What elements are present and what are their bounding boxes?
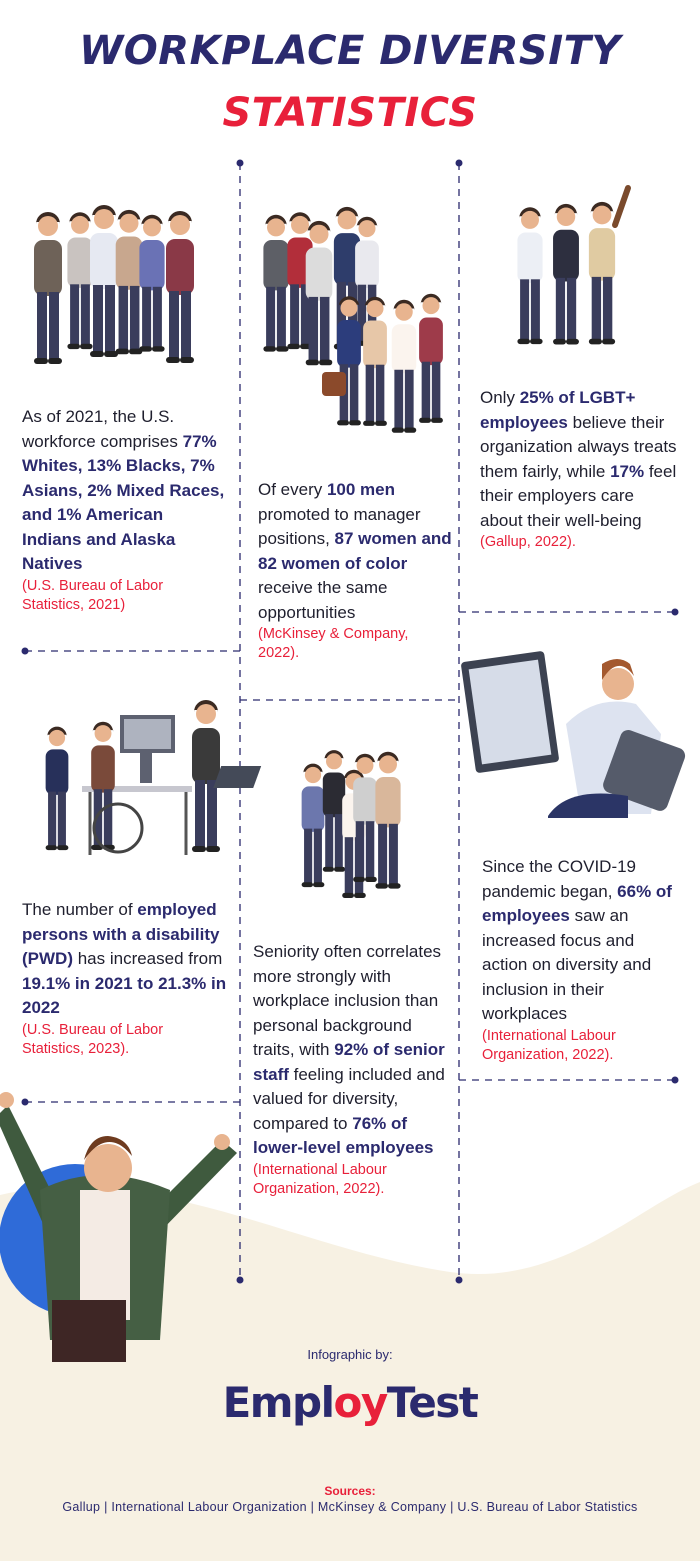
highlight: 92% of senior staff (253, 1040, 445, 1084)
fact-text: Only 25% of LGBT+ employees believe thei… (480, 386, 680, 533)
text-run: Of every (258, 480, 327, 499)
highlight: 19.1% in 2021 to 21.3% in 2022 (22, 973, 227, 1018)
fact: Seniority often correlates more strongly… (253, 940, 453, 1199)
fact-text: Seniority often correlates more strongly… (253, 940, 453, 1161)
highlight: employed persons with a disability (PWD) (22, 900, 220, 968)
source: (Gallup, 2022). (480, 534, 576, 550)
text-run: feeling included and valued for diversit… (253, 1064, 445, 1133)
divider-dots (21, 159, 679, 1284)
sources-label: Sources: (324, 1484, 376, 1498)
source: (International Labour Organization, 2022… (482, 1027, 616, 1063)
title-line-2: STATISTICS (222, 90, 478, 136)
text-run: promoted to manager positions, (258, 504, 421, 549)
sources-list: Gallup | International Labour Organizati… (62, 1500, 638, 1514)
people-group-1 (34, 205, 194, 364)
source: (U.S. Bureau of Labor Statistics, 2021) (22, 577, 164, 613)
people-group-3 (517, 185, 631, 345)
text-run: Since the COVID-19 pandemic began, (482, 857, 637, 901)
source: (International Labour Organization, 2022… (253, 1161, 387, 1197)
people-group-2 (263, 206, 443, 433)
fact: The number of employed persons with a di… (22, 898, 227, 1059)
text-run: As of 2021, the U.S. workforce comprises (22, 407, 183, 451)
cheering-man (0, 1092, 237, 1362)
highlight: 87 women and 82 women of color (258, 529, 452, 573)
highlight: 25% of LGBT+ employees (480, 388, 636, 432)
text-run: believe their organization always treats… (480, 412, 677, 481)
logo-part: Empl (222, 1378, 335, 1427)
video-call-scene (213, 651, 686, 818)
text-run: Only (480, 388, 520, 407)
text-run: feel their employers care about their we… (480, 461, 677, 530)
text-run: has increased from (72, 949, 223, 968)
highlight: 100 men (326, 480, 396, 499)
fact: Since the COVID-19 pandemic began, 66% o… (482, 855, 677, 1065)
background-wave (0, 1182, 700, 1561)
logo: EmployTest (0, 1378, 700, 1427)
highlight: 77% Whites, 13% Blacks, 7% Asians, 2% Mi… (22, 431, 225, 574)
text-run: Seniority often correlates more strongly… (253, 942, 442, 1059)
dividers (25, 163, 675, 1280)
highlight: 66% of employees (482, 881, 672, 926)
source: (U.S. Bureau of Labor Statistics, 2023). (22, 1021, 164, 1057)
fact-text: The number of employed persons with a di… (22, 898, 227, 1021)
logo-part: Test (386, 1378, 479, 1427)
fact: Only 25% of LGBT+ employees believe thei… (480, 386, 680, 552)
fact: As of 2021, the U.S. workforce comprises… (22, 405, 227, 615)
fact-text: As of 2021, the U.S. workforce comprises… (22, 405, 227, 577)
highlight: 76% of lower-level employees (253, 1113, 434, 1158)
source: (McKinsey & Company, 2022). (258, 626, 409, 661)
text-run: The number of (22, 900, 138, 919)
credit-label: Infographic by: (307, 1347, 393, 1362)
people-group-4 (301, 750, 401, 898)
logo-part: oy (333, 1378, 389, 1427)
text-run: receive the same opportunities (258, 578, 388, 622)
highlight: 17% (610, 461, 645, 481)
fact-text: Since the COVID-19 pandemic began, 66% o… (482, 855, 677, 1027)
fact: Of every 100 men promoted to manager pos… (258, 478, 453, 663)
text-run: saw an increased focus and action on div… (482, 906, 652, 1023)
fact-text: Of every 100 men promoted to manager pos… (258, 478, 453, 625)
office-scene (45, 700, 220, 855)
title-line-1: WORKPLACE DIVERSITY (79, 28, 621, 74)
